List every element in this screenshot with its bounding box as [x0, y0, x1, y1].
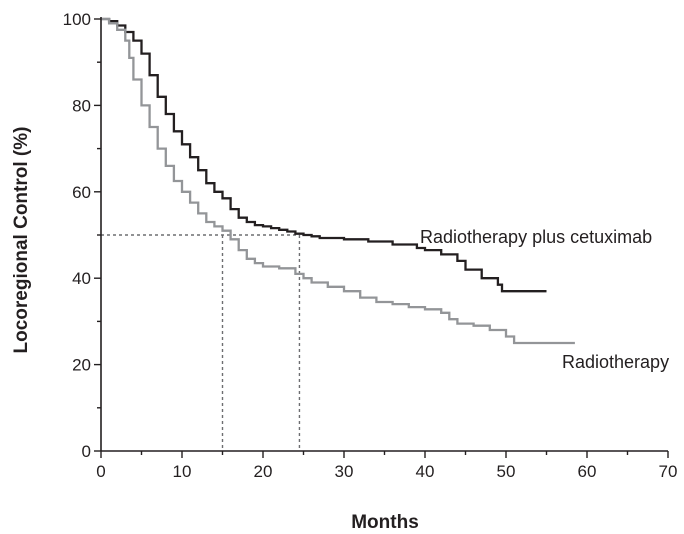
series-label-radiotherapy-plus-cetuximab: Radiotherapy plus cetuximab — [420, 227, 652, 247]
x-axis-title: Months — [351, 512, 419, 533]
y-axis-ticks: 0 20 40 60 80 100 — [63, 10, 101, 461]
series-label-radiotherapy: Radiotherapy — [562, 352, 669, 372]
y-tick-label: 20 — [72, 356, 91, 375]
y-axis-title: Locoregional Control (%) — [11, 127, 32, 354]
x-tick-label: 40 — [416, 462, 435, 481]
series-line-radiotherapy — [101, 17, 575, 345]
survival-curves — [101, 17, 575, 345]
series-line-radiotherapy-plus-cetuximab — [101, 17, 547, 293]
x-tick-label: 20 — [254, 462, 273, 481]
x-tick-label: 60 — [578, 462, 597, 481]
y-tick-label: 100 — [63, 10, 91, 29]
x-tick-label: 10 — [173, 462, 192, 481]
y-tick-label: 0 — [82, 442, 91, 461]
x-tick-label: 30 — [335, 462, 354, 481]
y-tick-label: 60 — [72, 183, 91, 202]
x-tick-label: 50 — [497, 462, 516, 481]
median-reference-lines — [101, 234, 301, 451]
x-tick-label: 70 — [659, 462, 678, 481]
y-tick-label: 40 — [72, 269, 91, 288]
x-tick-label: 0 — [96, 462, 105, 481]
y-tick-label: 80 — [72, 96, 91, 115]
x-axis-ticks: 0 10 20 30 40 50 60 70 — [96, 451, 677, 481]
